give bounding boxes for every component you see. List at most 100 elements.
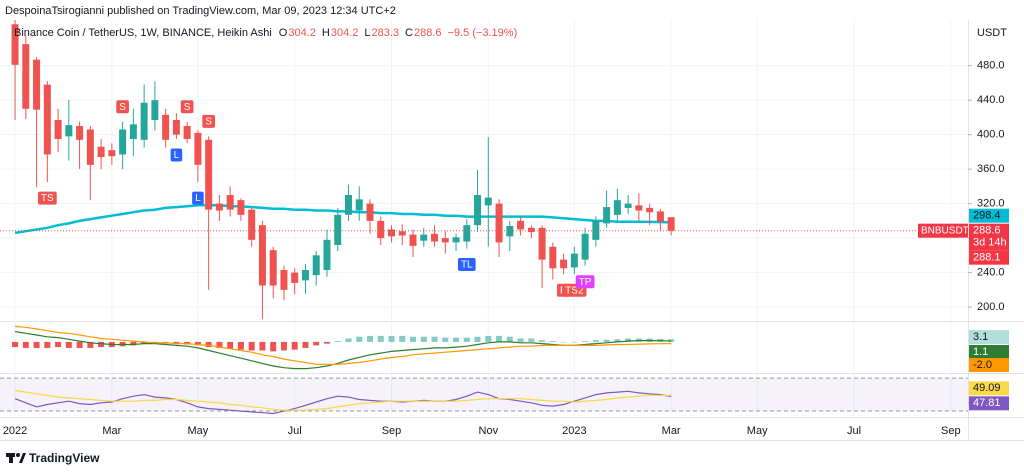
candle-body [420, 234, 428, 241]
candle-body [140, 102, 148, 140]
author-line: DespoinaTsirogianni published on Trading… [5, 5, 396, 17]
plot-area: TSSLSLSTLRTS2TP [0, 20, 968, 417]
rsi-line [14, 390, 672, 415]
moving-average [14, 204, 672, 235]
signal-marker [116, 100, 129, 114]
candle-body [506, 226, 514, 237]
ma-value-label: 298.4 [973, 210, 1001, 222]
candle-body [258, 225, 266, 286]
macd-histogram-bar [323, 341, 330, 344]
x-tick-label: Nov [479, 425, 499, 437]
rsi-value-label: 47.81 [973, 397, 1001, 409]
macd-histogram-bar [388, 335, 395, 342]
candle-body [11, 24, 19, 65]
macd-histogram-bar [399, 335, 406, 342]
candle-body [592, 220, 600, 240]
macd-line [15, 325, 672, 365]
macd-histogram-bar [270, 341, 277, 352]
macd-histogram-bar [205, 341, 212, 348]
signal-label: L [174, 150, 180, 161]
macd-histogram-bar [614, 339, 621, 342]
candle-body [22, 44, 30, 109]
macd-histogram-bar [356, 336, 363, 342]
signal-label: S [205, 117, 212, 128]
x-tick-label: Jul [847, 425, 861, 437]
signal-label: TP [579, 277, 592, 288]
macd-histogram-bar [485, 335, 492, 342]
macd-histogram-bar [173, 341, 180, 344]
candle-body [377, 220, 385, 239]
y-tick-label: 320.0 [977, 198, 1005, 210]
extra-price-label-box [969, 250, 1009, 265]
ma-value-label-box [969, 208, 1009, 223]
macd-histogram-bar [571, 341, 578, 343]
candle-body [398, 231, 406, 236]
candle-body [97, 146, 105, 158]
candle-body [312, 255, 320, 276]
macd-histogram-bar [539, 340, 546, 342]
macd-histogram-bar [130, 341, 137, 346]
symbol-tag-box [918, 223, 968, 238]
candle-body [667, 217, 675, 231]
x-tick-label: May [188, 425, 209, 437]
candle-body [108, 150, 116, 157]
macd-histogram-bar [291, 341, 298, 350]
y-tick-label: 440.0 [977, 94, 1005, 106]
last-price-label: 288.6 [973, 225, 1001, 237]
x-tick-label: Jul [288, 425, 302, 437]
legend-item: L [364, 27, 370, 39]
signal-label: TS [41, 193, 54, 204]
x-tick-label: 2022 [3, 425, 27, 437]
legend-item: H [322, 27, 330, 39]
brand-name: TradingView [29, 451, 100, 465]
macd-histogram-bar [549, 341, 556, 342]
macd-histogram-bar [141, 341, 148, 344]
macd-histogram-bar [313, 341, 320, 346]
candle-body [646, 207, 654, 213]
macd-histogram-bar [22, 341, 29, 348]
macd-histogram-bar [431, 336, 438, 342]
candle-body [194, 132, 202, 165]
candle-body [613, 200, 621, 215]
candle-body [215, 203, 223, 211]
macd-histogram-bar [345, 338, 352, 342]
symbol-tag: BNBUSDT [921, 225, 969, 236]
rsi-line [15, 389, 672, 411]
macd-histogram-bar [463, 337, 470, 342]
macd-histogram-bar [474, 336, 481, 342]
x-tick-label: May [747, 425, 768, 437]
macd-histogram-bar [237, 341, 244, 350]
macd-histogram-bar [87, 341, 94, 348]
macd-histogram-bar [76, 341, 83, 348]
y-tick-label: 360.0 [977, 163, 1005, 175]
macd-histogram-bar [55, 341, 62, 348]
candle-body [366, 203, 374, 221]
signal-label: S [119, 102, 126, 113]
x-tick-label: Mar [102, 425, 121, 437]
candle-body [183, 126, 191, 139]
candle-body [323, 239, 331, 270]
macd-histogram-bar [334, 341, 341, 342]
candle-body [33, 59, 41, 110]
legend-item: C [405, 27, 413, 39]
macd-histogram-bar [194, 341, 201, 346]
countdown-label: 3d 14h [973, 237, 1007, 249]
macd-histogram-bar [496, 335, 503, 342]
candle-body [355, 199, 363, 211]
legend-item: 283.3 [372, 27, 400, 39]
macd-histogram-bar [227, 341, 234, 349]
candle-body [474, 195, 482, 226]
candle-body [172, 120, 180, 135]
candle-body [226, 195, 234, 210]
candle-body [129, 124, 137, 139]
legend-item: −9.5 (−3.19%) [448, 27, 518, 39]
candle-body [301, 270, 309, 281]
macd-histogram-bar [528, 338, 535, 342]
macd-value-label-box [969, 345, 1009, 359]
y-tick-label: 240.0 [977, 266, 1005, 278]
candle-body [656, 211, 664, 222]
macd-histogram-bar [366, 335, 373, 342]
candle-body [495, 203, 503, 243]
candle-body [54, 120, 62, 139]
x-tick-label: Sep [382, 425, 402, 437]
